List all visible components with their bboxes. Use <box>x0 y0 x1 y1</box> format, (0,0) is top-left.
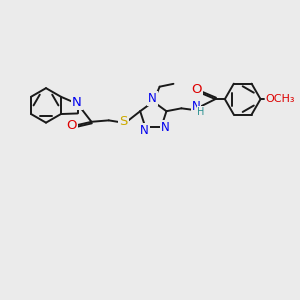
Text: N: N <box>148 92 157 105</box>
Text: N: N <box>161 121 170 134</box>
Text: N: N <box>140 124 149 137</box>
Text: O: O <box>66 119 76 132</box>
Text: H: H <box>197 107 205 117</box>
Text: O: O <box>192 82 202 95</box>
Text: OCH₃: OCH₃ <box>265 94 295 104</box>
Text: S: S <box>119 115 128 128</box>
Text: N: N <box>72 96 82 109</box>
Text: N: N <box>192 100 200 113</box>
